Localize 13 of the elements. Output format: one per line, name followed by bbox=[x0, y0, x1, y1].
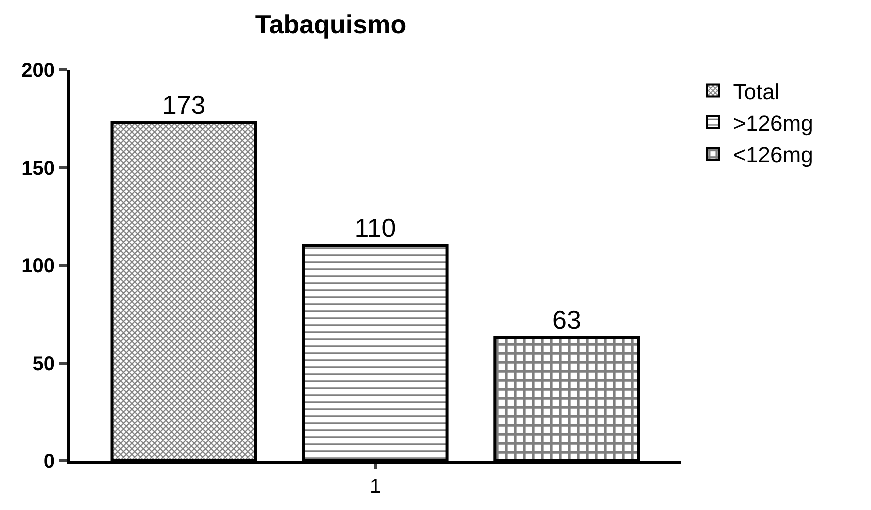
text: >126mg bbox=[733, 110, 814, 136]
text: Total bbox=[733, 79, 780, 104]
data-label: 173 bbox=[162, 90, 206, 120]
y-tick-label: 150 bbox=[22, 158, 55, 180]
y-tick-label: 200 bbox=[22, 60, 55, 82]
y-tick-label: 100 bbox=[22, 256, 55, 278]
text: <126mg bbox=[733, 142, 814, 168]
data-label: 63 bbox=[552, 304, 582, 335]
y-tick-label: 0 bbox=[44, 451, 55, 473]
x-tick-label: 1 bbox=[370, 476, 382, 498]
y-tick-label: 50 bbox=[32, 353, 55, 376]
chart-title: Tabaquismo bbox=[255, 10, 407, 40]
data-label: 110 bbox=[354, 212, 396, 243]
